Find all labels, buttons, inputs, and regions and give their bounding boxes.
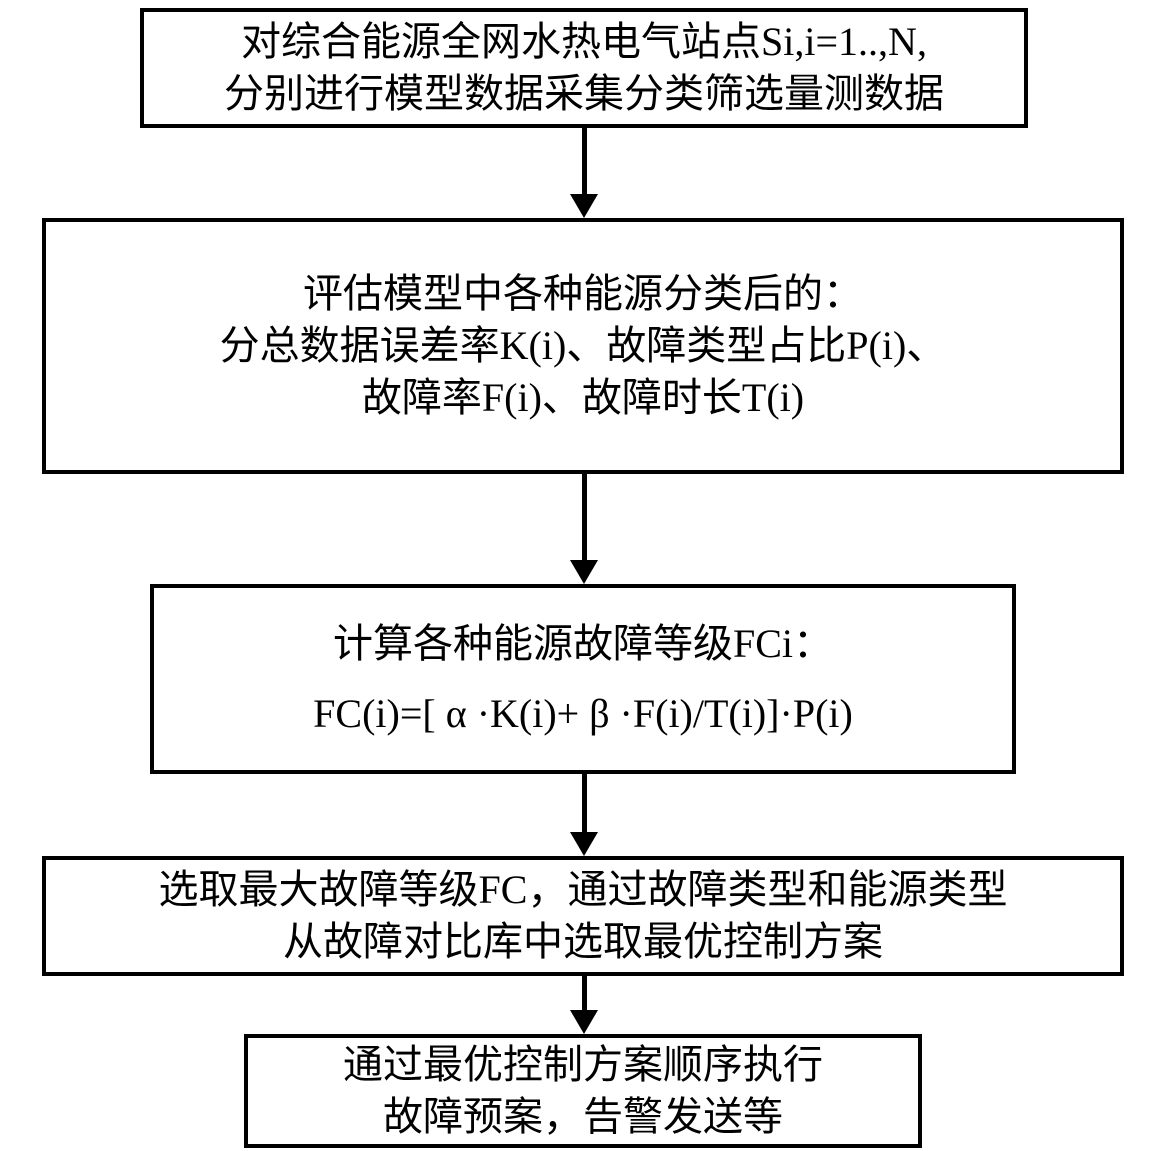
node2-line2: 分总数据误差率K(i)、故障类型占比P(i)、	[220, 320, 947, 372]
flowchart-canvas: 对综合能源全网水热电气站点Si,i=1..,N, 分别进行模型数据采集分类筛选量…	[0, 0, 1168, 1151]
flow-node-2: 评估模型中各种能源分类后的： 分总数据误差率K(i)、故障类型占比P(i)、 故…	[42, 218, 1124, 474]
arrow-3-shaft	[582, 774, 587, 832]
node5-line1: 通过最优控制方案顺序执行	[343, 1039, 823, 1091]
arrow-3-head	[570, 832, 598, 856]
flow-node-5: 通过最优控制方案顺序执行 故障预案，告警发送等	[244, 1034, 922, 1148]
node2-line1: 评估模型中各种能源分类后的：	[303, 268, 863, 320]
arrow-4-shaft	[582, 976, 587, 1010]
node4-line1: 选取最大故障等级FC，通过故障类型和能源类型	[159, 864, 1008, 916]
flow-node-3: 计算各种能源故障等级FCi： FC(i)=[ α ·K(i)+ β ·F(i)/…	[150, 584, 1016, 774]
flow-node-4: 选取最大故障等级FC，通过故障类型和能源类型 从故障对比库中选取最优控制方案	[42, 856, 1124, 976]
node2-line3: 故障率F(i)、故障时长T(i)	[362, 372, 804, 424]
arrow-1-head	[570, 194, 598, 218]
arrow-2-head	[570, 560, 598, 584]
arrow-4-head	[570, 1010, 598, 1034]
arrow-2-shaft	[582, 474, 587, 560]
node3-line2: FC(i)=[ α ·K(i)+ β ·F(i)/T(i)]·P(i)	[313, 688, 853, 740]
node4-line2: 从故障对比库中选取最优控制方案	[283, 916, 883, 968]
flow-node-1: 对综合能源全网水热电气站点Si,i=1..,N, 分别进行模型数据采集分类筛选量…	[140, 8, 1028, 128]
node3-line1: 计算各种能源故障等级FCi：	[333, 618, 833, 670]
node1-line2: 分别进行模型数据采集分类筛选量测数据	[224, 68, 944, 120]
node5-line2: 故障预案，告警发送等	[383, 1091, 783, 1143]
node1-line1: 对综合能源全网水热电气站点Si,i=1..,N,	[241, 16, 927, 68]
arrow-1-shaft	[582, 128, 587, 194]
